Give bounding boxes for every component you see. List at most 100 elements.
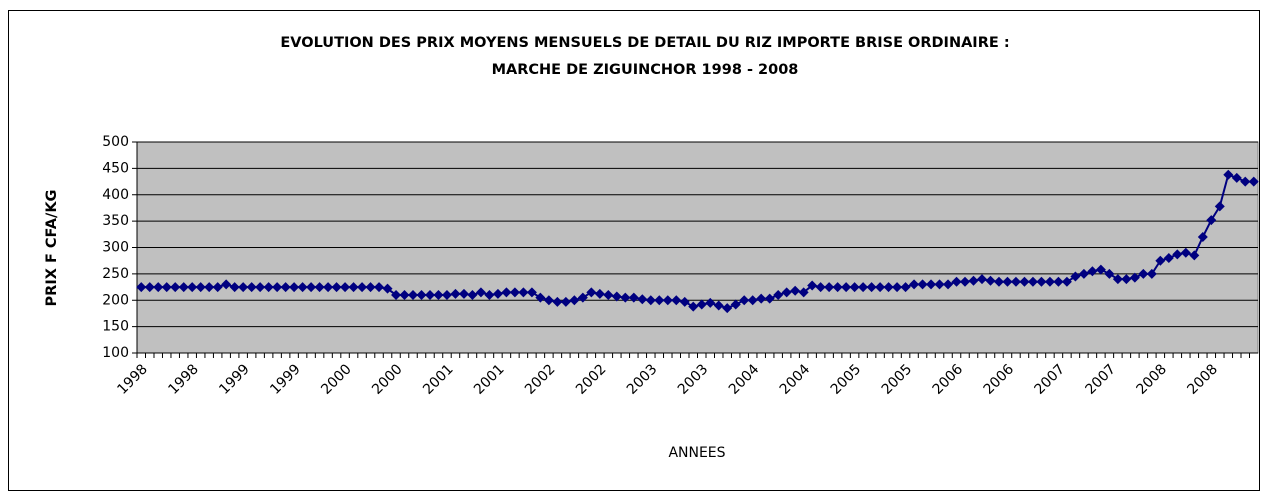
point: [365, 282, 376, 293]
y-axis-title: PRIX F CFA/KG: [44, 190, 60, 307]
point: [1214, 201, 1225, 212]
point: [1172, 249, 1183, 260]
point: [1061, 276, 1072, 287]
point: [560, 296, 571, 307]
point: [875, 282, 886, 293]
point: [968, 275, 979, 286]
point: [781, 287, 792, 298]
point: [221, 279, 232, 290]
chart-title: EVOLUTION DES PRIX MOYENS MENSUELS DE DE…: [280, 35, 1009, 51]
point: [357, 282, 368, 293]
point: [272, 282, 283, 293]
point: [331, 282, 342, 293]
point: [586, 287, 597, 298]
point: [645, 295, 656, 306]
point: [1180, 247, 1191, 258]
point: [569, 295, 580, 306]
point: [178, 282, 189, 293]
point: [790, 285, 801, 296]
point: [951, 276, 962, 287]
point: [1078, 268, 1089, 279]
point: [976, 274, 987, 285]
point: [934, 279, 945, 290]
point: [764, 293, 775, 304]
y-tick-label: 100: [102, 345, 129, 361]
point: [883, 282, 894, 293]
point: [416, 289, 427, 300]
point: [739, 295, 750, 306]
point: [1019, 276, 1030, 287]
point: [212, 282, 223, 293]
point: [552, 296, 563, 307]
point: [688, 301, 699, 312]
point: [399, 289, 410, 300]
point: [289, 282, 300, 293]
y-tick-label: 500: [102, 134, 129, 150]
point: [620, 292, 631, 303]
point: [246, 282, 257, 293]
point: [153, 282, 164, 293]
point: [458, 288, 469, 299]
point: [747, 295, 758, 306]
point: [1163, 253, 1174, 264]
point: [161, 282, 172, 293]
point: [1095, 264, 1106, 275]
y-tick-label: 250: [102, 266, 129, 282]
point: [696, 299, 707, 310]
point: [1002, 276, 1013, 287]
point: [1044, 276, 1055, 287]
y-tick-label: 300: [102, 240, 129, 256]
point: [204, 282, 215, 293]
point: [1206, 215, 1217, 226]
point: [433, 289, 444, 300]
point: [297, 282, 308, 293]
point: [1223, 169, 1234, 180]
point: [756, 293, 767, 304]
point: [1197, 231, 1208, 242]
point: [594, 288, 605, 299]
point: [824, 282, 835, 293]
point: [917, 279, 928, 290]
point: [679, 296, 690, 307]
point: [909, 279, 920, 290]
point: [424, 289, 435, 300]
point: [832, 282, 843, 293]
point: [1036, 276, 1047, 287]
chart-title: MARCHE DE ZIGUINCHOR 1998 - 2008: [492, 62, 799, 78]
point: [391, 289, 402, 300]
point: [348, 282, 359, 293]
point: [892, 282, 903, 293]
point: [773, 289, 784, 300]
point: [900, 282, 911, 293]
point: [238, 282, 249, 293]
point: [671, 295, 682, 306]
point: [815, 282, 826, 293]
point: [654, 295, 665, 306]
point: [144, 282, 155, 293]
point: [807, 280, 818, 291]
point: [1121, 274, 1132, 285]
point: [866, 282, 877, 293]
point: [229, 282, 240, 293]
point: [577, 292, 588, 303]
point: [526, 287, 537, 298]
point: [1053, 276, 1064, 287]
point: [637, 294, 648, 305]
y-tick-label: 200: [102, 292, 129, 308]
point: [662, 295, 673, 306]
point: [985, 275, 996, 286]
point: [713, 300, 724, 311]
y-tick-label: 400: [102, 187, 129, 203]
point: [722, 303, 733, 314]
point: [255, 282, 266, 293]
point: [1129, 272, 1140, 283]
point: [1231, 172, 1242, 183]
point: [1248, 176, 1259, 187]
y-tick-label: 450: [102, 160, 129, 176]
point: [1189, 250, 1200, 261]
point: [858, 282, 869, 293]
point: [849, 282, 860, 293]
point: [1087, 266, 1098, 277]
point: [535, 292, 546, 303]
point: [1027, 276, 1038, 287]
